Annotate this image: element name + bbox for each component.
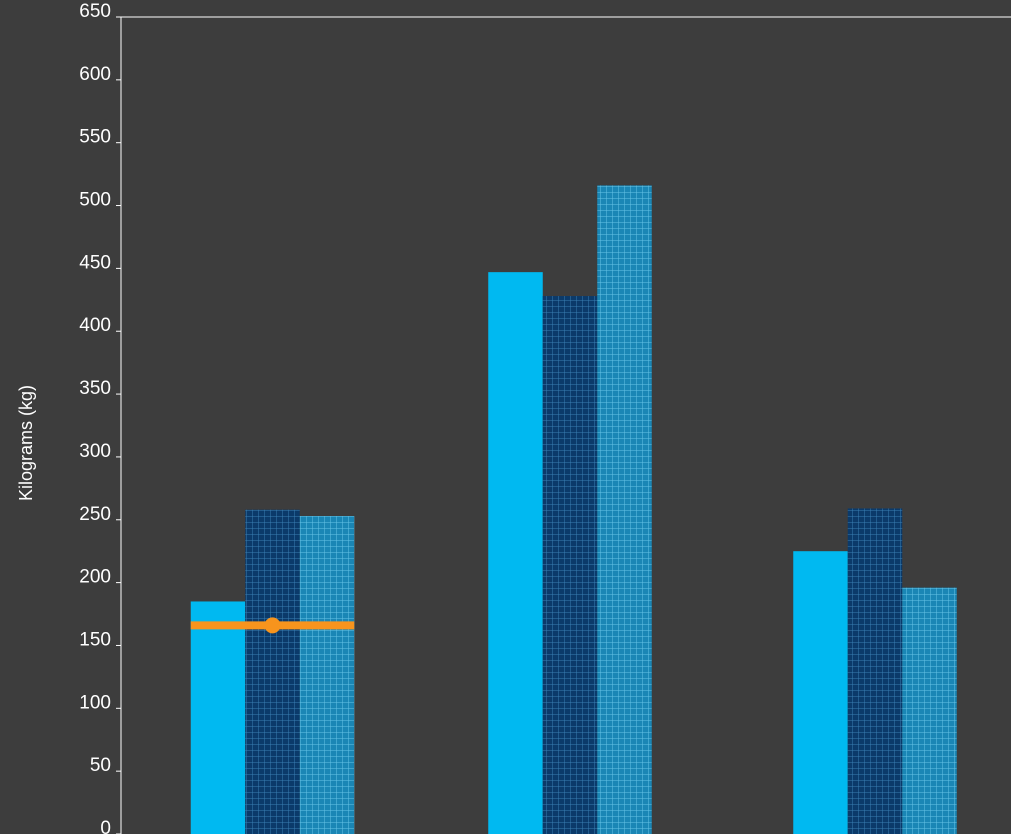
bar xyxy=(190,601,246,834)
y-tick-label: 100 xyxy=(79,692,111,713)
y-tick-label: 150 xyxy=(79,629,111,650)
y-tick-label: 300 xyxy=(79,441,111,462)
bar-group xyxy=(793,508,957,834)
bar-group xyxy=(190,509,355,834)
y-tick-label: 600 xyxy=(79,64,111,85)
y-tick-label: 550 xyxy=(79,127,111,148)
y-tick-label: 650 xyxy=(79,1,111,22)
reference-marker xyxy=(264,617,281,634)
y-ticks: 0 50 100 150 200 250 300 350 400 450 500 550 600 650 xyxy=(79,1,121,834)
axes xyxy=(120,16,1011,834)
bar xyxy=(245,509,300,834)
y-tick-label: 450 xyxy=(79,252,111,273)
bar xyxy=(902,587,957,834)
bar xyxy=(299,515,355,834)
bar-group xyxy=(488,185,652,834)
y-tick-label: 250 xyxy=(79,504,111,525)
bar xyxy=(488,272,543,834)
bar xyxy=(597,185,652,834)
bar xyxy=(793,551,848,834)
y-tick-label: 200 xyxy=(79,567,111,588)
y-tick-label: 400 xyxy=(79,315,111,336)
y-tick-label: 50 xyxy=(90,755,111,776)
bars-layer xyxy=(190,185,957,834)
y-tick-label: 500 xyxy=(79,190,111,211)
bar xyxy=(847,508,903,834)
y-axis-title: Kilograms (kg) xyxy=(16,385,36,501)
y-tick-label: 0 xyxy=(100,818,111,834)
y-tick-label: 350 xyxy=(79,378,111,399)
bar xyxy=(542,296,598,834)
reference-layer xyxy=(190,617,355,634)
